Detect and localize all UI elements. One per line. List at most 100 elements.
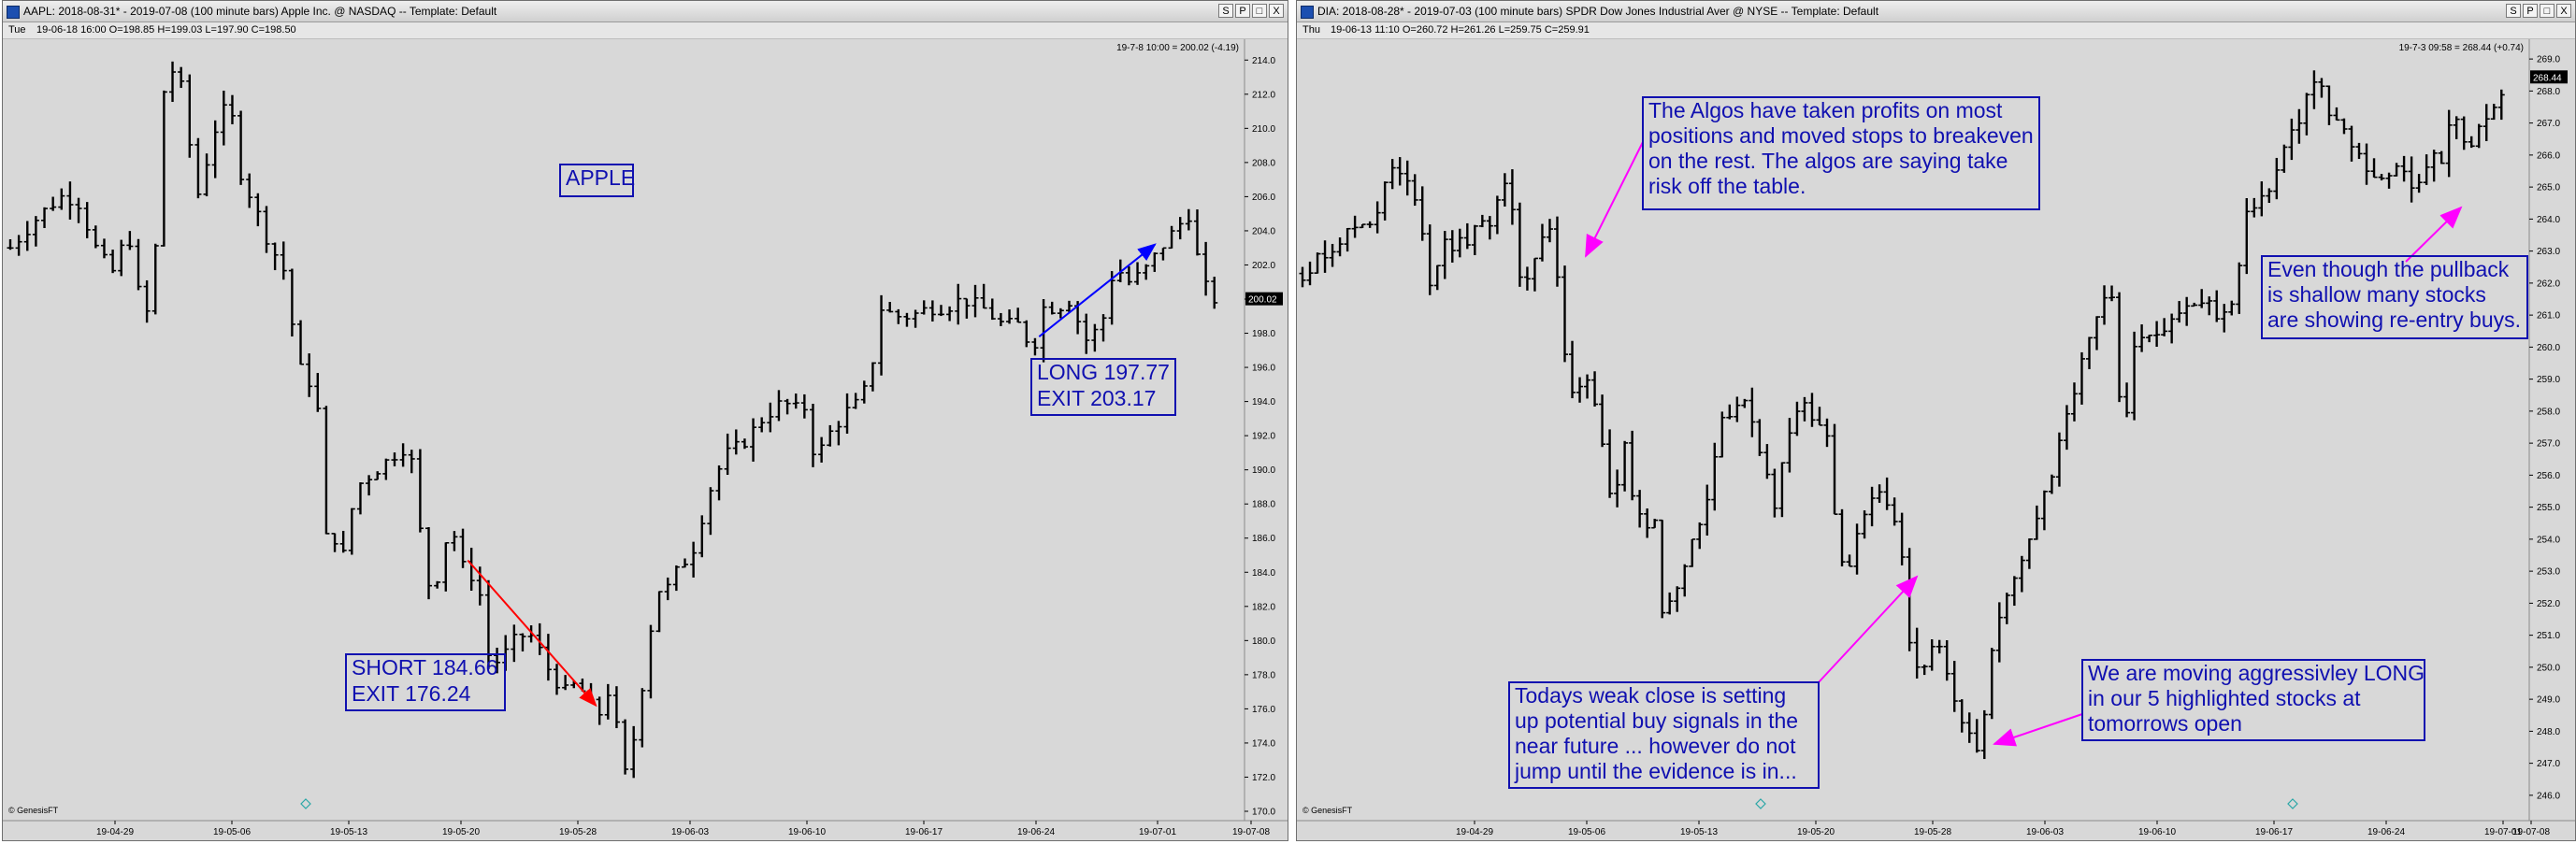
dia-ohlc-bar[interactable]: [1321, 240, 1329, 273]
aapl-ohlc-bar[interactable]: [246, 173, 253, 208]
aapl-ohlc-bar[interactable]: [750, 418, 757, 462]
aapl-ohlc-bar[interactable]: [1168, 225, 1175, 250]
aapl-ohlc-bar[interactable]: [937, 305, 944, 317]
dia-ohlc-bar[interactable]: [1853, 523, 1861, 575]
dia-ohlc-bar[interactable]: [1366, 221, 1374, 228]
dia-ohlc-bar[interactable]: [2303, 93, 2310, 136]
dia-ohlc-bar[interactable]: [2101, 285, 2108, 325]
aapl-ohlc-bar[interactable]: [374, 471, 381, 480]
dia-ohlc-bar[interactable]: [2070, 382, 2078, 422]
dia-ohlc-bar[interactable]: [2266, 188, 2273, 204]
aapl-ohlc-bar[interactable]: [100, 238, 108, 259]
dia-ohlc-bar[interactable]: [1689, 538, 1696, 567]
dia-ohlc-bar[interactable]: [1486, 216, 1493, 240]
s-button[interactable]: S: [1218, 4, 1233, 18]
aapl-ohlc-bar[interactable]: [741, 438, 748, 450]
aapl-ohlc-bar[interactable]: [630, 725, 638, 779]
dia-ohlc-bar[interactable]: [1448, 230, 1456, 263]
aapl-ohlc-bar[interactable]: [920, 300, 928, 315]
dia-ohlc-bar[interactable]: [1936, 639, 1943, 654]
aapl-ohlc-bar[interactable]: [1211, 277, 1218, 309]
aapl-ohlc-bar[interactable]: [416, 449, 424, 533]
aapl-ohlc-bar[interactable]: [655, 591, 663, 633]
aapl-ohlc-bar[interactable]: [1159, 247, 1167, 261]
aapl-plot-area[interactable]: [3, 39, 1288, 840]
dia-ohlc-bar[interactable]: [2131, 331, 2138, 421]
dia-ohlc-bar[interactable]: [2273, 157, 2281, 200]
dia-ohlc-bar[interactable]: [1621, 440, 1629, 492]
aapl-ohlc-bar[interactable]: [1185, 208, 1192, 231]
aapl-ohlc-bar[interactable]: [1031, 337, 1039, 356]
dia-ohlc-bar[interactable]: [1861, 510, 1868, 539]
dia-ohlc-bar[interactable]: [1906, 548, 1913, 651]
dia-ohlc-bar[interactable]: [1980, 709, 1988, 760]
dia-ohlc-bar[interactable]: [1793, 401, 1801, 436]
dia-ohlc-bar[interactable]: [2310, 70, 2318, 109]
dia-ohlc-bar[interactable]: [1883, 477, 1891, 510]
aapl-ohlc-bar[interactable]: [715, 465, 723, 501]
dia-ohlc-bar[interactable]: [2243, 197, 2251, 275]
annotation-arrow[interactable]: [1585, 141, 1644, 258]
aapl-ohlc-bar[interactable]: [151, 243, 159, 315]
dia-ohlc-bar[interactable]: [1359, 223, 1366, 229]
aapl-ohlc-bar[interactable]: [66, 181, 74, 220]
aapl-ohlc-bar[interactable]: [203, 153, 210, 196]
dia-ohlc-bar[interactable]: [1344, 227, 1351, 252]
dia-ohlc-bar[interactable]: [2423, 154, 2430, 185]
aapl-ohlc-bar[interactable]: [366, 475, 373, 496]
aapl-ohlc-bar[interactable]: [1100, 314, 1107, 342]
aapl-ohlc-bar[interactable]: [356, 482, 364, 515]
aapl-ohlc-bar[interactable]: [391, 452, 398, 466]
aapl-ohlc-bar[interactable]: [869, 362, 876, 392]
dia-ohlc-bar[interactable]: [2003, 593, 2010, 624]
aapl-ohlc-bar[interactable]: [878, 294, 885, 376]
aapl-ohlc-bar[interactable]: [604, 683, 612, 720]
dia-ohlc-bar[interactable]: [2198, 289, 2206, 308]
aapl-annotation-box[interactable]: APPLE: [559, 164, 635, 197]
aapl-ohlc-bar[interactable]: [135, 238, 142, 291]
dia-ohlc-bar[interactable]: [2385, 172, 2393, 189]
aapl-ohlc-bar[interactable]: [647, 624, 655, 699]
aapl-ohlc-bar[interactable]: [23, 221, 31, 251]
aapl-ohlc-bar[interactable]: [690, 541, 698, 578]
dia-ohlc-bar[interactable]: [1546, 219, 1553, 243]
aapl-ohlc-bar[interactable]: [160, 90, 167, 247]
aapl-ohlc-bar[interactable]: [109, 250, 117, 274]
aapl-ohlc-bar[interactable]: [792, 393, 799, 409]
aapl-ohlc-bar[interactable]: [800, 393, 808, 419]
dia-ohlc-bar[interactable]: [2153, 321, 2161, 348]
dia-ohlc-bar[interactable]: [1749, 387, 1756, 437]
dia-ohlc-bar[interactable]: [1958, 699, 1965, 733]
dia-ohlc-bar[interactable]: [1329, 243, 1336, 267]
dia-ohlc-bar[interactable]: [1704, 484, 1711, 536]
aapl-ohlc-bar[interactable]: [784, 398, 791, 415]
annotation-arrow[interactable]: [1818, 575, 1919, 683]
dia-ohlc-bar[interactable]: [1928, 639, 1936, 671]
aapl-ohlc-bar[interactable]: [118, 239, 125, 277]
dia-annotation-box[interactable]: The Algos have taken profits on mostposi…: [1642, 96, 2040, 210]
dia-ohlc-bar[interactable]: [1651, 519, 1659, 529]
aapl-ohlc-bar[interactable]: [1108, 271, 1115, 325]
dia-ohlc-bar[interactable]: [2048, 474, 2055, 494]
aapl-ohlc-bar[interactable]: [707, 487, 714, 536]
dia-ohlc-bar[interactable]: [1801, 396, 1808, 422]
dia-ohlc-bar[interactable]: [1411, 174, 1418, 207]
dia-ohlc-bar[interactable]: [1389, 159, 1396, 190]
dia-ohlc-bar[interactable]: [2108, 285, 2116, 302]
aapl-ohlc-bar[interactable]: [271, 242, 279, 271]
annotation-arrow[interactable]: [1993, 713, 2083, 747]
aapl-ohlc-bar[interactable]: [434, 580, 441, 589]
aapl-ohlc-bar[interactable]: [511, 624, 518, 663]
aapl-ohlc-bar[interactable]: [1143, 264, 1150, 280]
aapl-ohlc-bar[interactable]: [1023, 320, 1030, 348]
aapl-ohlc-bar[interactable]: [228, 94, 236, 124]
dia-ohlc-bar[interactable]: [1778, 462, 1786, 518]
aapl-ohlc-bar[interactable]: [220, 90, 227, 146]
aapl-ohlc-bar[interactable]: [639, 688, 646, 748]
session-diamond-marker[interactable]: [1755, 798, 1766, 809]
aapl-ohlc-bar[interactable]: [494, 647, 501, 674]
dia-ohlc-bar[interactable]: [2236, 262, 2243, 314]
aapl-ohlc-bar[interactable]: [809, 403, 816, 467]
dia-ohlc-bar[interactable]: [2333, 107, 2340, 122]
aapl-ohlc-bar[interactable]: [955, 283, 962, 325]
